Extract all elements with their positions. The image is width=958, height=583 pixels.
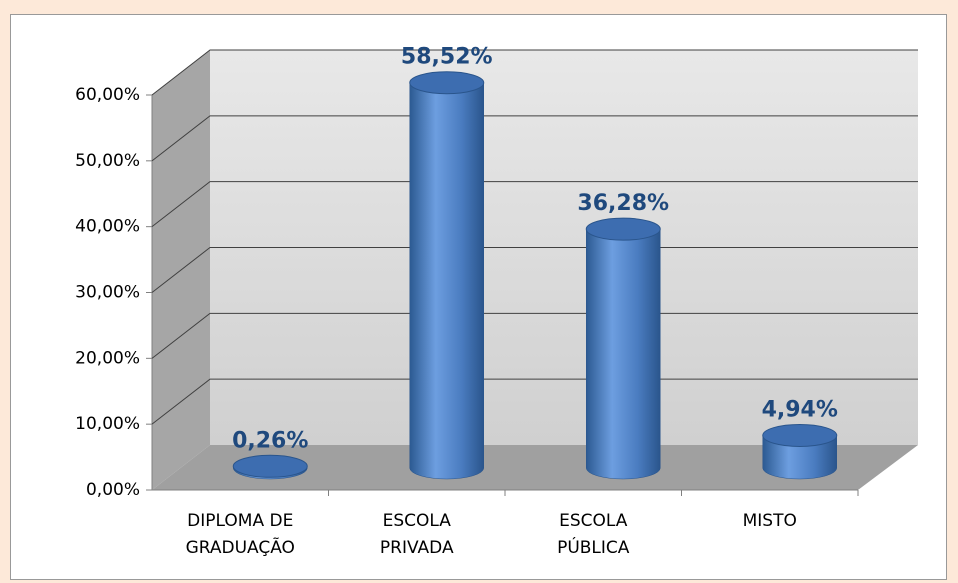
bar-top <box>409 71 485 95</box>
grid-line <box>151 378 918 425</box>
value-label: 58,52% <box>401 45 493 70</box>
value-label: 0,26% <box>232 428 308 453</box>
y-tick-label: 20,00% <box>75 348 140 368</box>
y-tick-label: 30,00% <box>75 283 140 303</box>
value-label: 36,28% <box>577 191 669 216</box>
bar-top <box>762 423 838 447</box>
grid-line <box>151 312 918 359</box>
y-tick-label: 10,00% <box>75 414 140 434</box>
grid-line <box>151 49 918 96</box>
bar <box>586 228 661 480</box>
y-tick-label: 40,00% <box>75 217 140 237</box>
grid-line <box>151 247 918 293</box>
bar-top <box>232 454 308 478</box>
grid-line <box>151 115 918 162</box>
x-tick-label: DIPLOMA DE GRADUAÇÃO <box>185 511 295 558</box>
bar-top <box>585 217 661 241</box>
grid-line <box>151 181 918 228</box>
x-tick-label: MISTO <box>742 511 797 531</box>
y-tick-label: 50,00% <box>75 151 140 171</box>
floor <box>152 445 918 490</box>
x-tick-label: ESCOLA PRIVADA <box>379 511 454 558</box>
bar <box>409 82 484 480</box>
y-tick-label: 0,00% <box>86 480 140 500</box>
value-label: 4,94% <box>762 397 838 422</box>
y-tick-label: 60,00% <box>75 85 140 105</box>
x-tick-label: ESCOLA PÚBLICA <box>557 511 630 558</box>
bar <box>762 435 837 480</box>
